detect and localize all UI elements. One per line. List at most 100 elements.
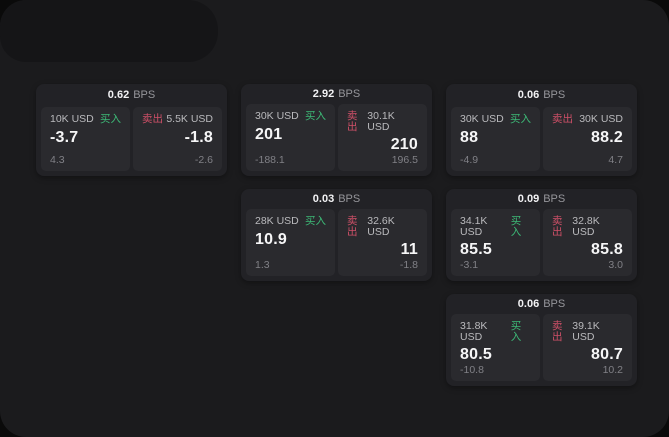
buy-side-label: 买入 [510,320,522,343]
sell-sub-value: -1.8 [399,258,418,271]
sell-main-value: 80.7 [591,346,623,364]
buy-main-value: 201 [255,125,283,143]
bps-unit-label: BPS [543,89,566,101]
buy-amount: 10K USD [50,113,94,125]
quote-card: 0.06 BPS 31.8K USD 买入 80.5 -10.8 卖出 39.1… [446,294,637,386]
sell-main-value: -1.8 [184,128,213,146]
sell-panel[interactable]: 卖出 30.1K USD 210 196.5 [338,104,427,171]
bps-unit-label: BPS [338,192,361,205]
bps-value: 0.62 [107,89,130,101]
bps-value: 0.09 [517,192,540,205]
buy-panel[interactable]: 31.8K USD 买入 80.5 -10.8 [451,314,540,381]
buy-sub-value: -188.1 [255,153,285,166]
card-header: 0.06 BPS [446,84,637,107]
sell-panel[interactable]: 卖出 32.8K USD 85.8 3.0 [543,209,632,276]
sell-side-label: 卖出 [552,215,563,238]
sell-panel[interactable]: 卖出 39.1K USD 80.7 10.2 [543,314,632,381]
sell-panel-top: 卖出 5.5K USD [142,114,213,125]
buy-panel-top: 10K USD 买入 [50,114,121,125]
sell-sub-value: 10.2 [602,363,623,376]
bps-unit-label: BPS [338,87,361,100]
sell-sub-value: -2.6 [194,153,213,166]
buy-amount: 34.1K USD [460,215,488,238]
buy-amount: 31.8K USD [460,320,488,343]
panels-row: 10K USD 买入 -3.7 4.3 卖出 5.5K USD -1.8 -2.… [36,107,227,176]
card-header: 2.92 BPS [241,84,432,104]
bps-value: 0.03 [312,192,335,205]
buy-main-value: 80.5 [460,346,492,364]
quote-card: 2.92 BPS 30K USD 买入 201 -188.1 卖出 30.1K … [241,84,432,176]
sell-panel[interactable]: 卖出 30K USD 88.2 4.7 [543,107,632,171]
buy-amount: 30K USD [255,110,299,123]
card-header: 0.03 BPS [241,189,432,209]
quote-cards-grid: 0.62 BPS 10K USD 买入 -3.7 4.3 卖出 5.5K USD… [36,84,637,386]
buy-panel-top: 31.8K USD 买入 [460,321,531,342]
sell-sub-value: 196.5 [391,153,418,166]
sell-amount: 30.1K USD [367,110,395,133]
sell-sub-value: 3.0 [608,258,623,271]
sell-side-label: 卖出 [552,113,573,125]
buy-side-label: 买入 [510,215,522,238]
buy-panel[interactable]: 28K USD 买入 10.9 1.3 [246,209,335,276]
buy-sub-value: -4.9 [460,153,479,166]
buy-panel-top: 30K USD 买入 [460,114,531,125]
bps-value: 0.06 [517,89,540,101]
quote-card: 0.03 BPS 28K USD 买入 10.9 1.3 卖出 32.6K US… [241,189,432,281]
sell-amount: 5.5K USD [166,113,213,125]
buy-side-label: 买入 [305,215,326,228]
sell-side-label: 卖出 [347,110,358,133]
sell-sub-value: 4.7 [608,153,623,166]
buy-panel-top: 30K USD 买入 [255,111,326,122]
buy-sub-value: -3.1 [460,258,479,271]
sell-panel-top: 卖出 32.6K USD [347,216,418,237]
buy-sub-value: -10.8 [460,363,484,376]
bps-value: 0.06 [517,297,540,310]
quote-card: 0.09 BPS 34.1K USD 买入 85.5 -3.1 卖出 32.8K… [446,189,637,281]
buy-side-label: 买入 [510,113,531,125]
card-header: 0.06 BPS [446,294,637,314]
buy-amount: 28K USD [255,215,299,228]
buy-sub-value: 4.3 [50,153,65,166]
bps-unit-label: BPS [543,192,566,205]
buy-amount: 30K USD [460,113,504,125]
buy-main-value: 10.9 [255,230,287,248]
buy-panel[interactable]: 34.1K USD 买入 85.5 -3.1 [451,209,540,276]
panels-row: 30K USD 买入 88 -4.9 卖出 30K USD 88.2 4.7 [446,107,637,176]
panels-row: 31.8K USD 买入 80.5 -10.8 卖出 39.1K USD 80.… [446,314,637,386]
panels-row: 30K USD 买入 201 -188.1 卖出 30.1K USD 210 1… [241,104,432,176]
sell-panel-top: 卖出 30K USD [552,114,623,125]
sell-panel[interactable]: 卖出 5.5K USD -1.8 -2.6 [133,107,222,171]
panels-row: 28K USD 买入 10.9 1.3 卖出 32.6K USD 11 -1.8 [241,209,432,281]
sell-main-value: 11 [400,241,418,259]
sell-amount: 32.6K USD [367,215,395,238]
buy-main-value: 88 [460,128,479,146]
bps-unit-label: BPS [543,297,566,310]
sell-panel-top: 卖出 32.8K USD [552,216,623,237]
bps-value: 2.92 [312,87,335,100]
sell-main-value: 88.2 [591,128,623,146]
buy-side-label: 买入 [305,110,326,123]
buy-side-label: 买入 [100,113,121,125]
quote-card: 0.62 BPS 10K USD 买入 -3.7 4.3 卖出 5.5K USD… [36,84,227,176]
sell-main-value: 210 [390,136,418,154]
sell-main-value: 85.8 [591,241,623,259]
buy-panel[interactable]: 10K USD 买入 -3.7 4.3 [41,107,130,171]
panels-row: 34.1K USD 买入 85.5 -3.1 卖出 32.8K USD 85.8… [446,209,637,281]
sell-side-label: 卖出 [142,113,163,125]
sell-amount: 32.8K USD [572,215,600,238]
buy-panel-top: 28K USD 买入 [255,216,326,227]
buy-main-value: 85.5 [460,241,492,259]
sell-amount: 30K USD [579,113,623,125]
buy-panel[interactable]: 30K USD 买入 88 -4.9 [451,107,540,171]
bps-unit-label: BPS [133,89,156,101]
sell-side-label: 卖出 [347,215,358,238]
card-header: 0.09 BPS [446,189,637,209]
sell-amount: 39.1K USD [572,320,600,343]
sell-panel[interactable]: 卖出 32.6K USD 11 -1.8 [338,209,427,276]
card-header: 0.62 BPS [36,84,227,107]
sell-panel-top: 卖出 30.1K USD [347,111,418,132]
buy-panel[interactable]: 30K USD 买入 201 -188.1 [246,104,335,171]
quote-card: 0.06 BPS 30K USD 买入 88 -4.9 卖出 30K USD 8… [446,84,637,176]
